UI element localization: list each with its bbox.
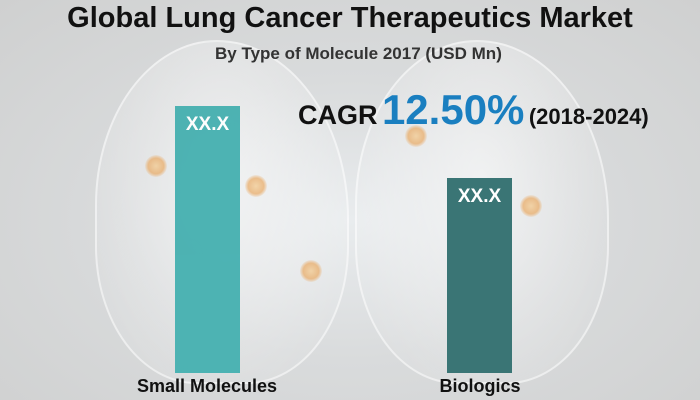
chart-title: Global Lung Cancer Therapeutics Market: [67, 2, 633, 34]
cagr-label: CAGR: [298, 100, 378, 130]
virus-decoration: [245, 175, 267, 197]
virus-decoration: [145, 155, 167, 177]
bar-small-molecules: XX.X: [175, 106, 240, 373]
category-label-small-molecules: Small Molecules: [136, 376, 278, 396]
bar-data-label: XX.X: [457, 186, 502, 208]
bar-biologics: XX.X: [447, 178, 512, 373]
chart-subtitle: By Type of Molecule 2017 (USD Mn): [215, 44, 502, 63]
cagr-period: (2018-2024): [528, 104, 649, 129]
virus-decoration: [300, 260, 322, 282]
bar-data-label: XX.X: [185, 114, 230, 135]
virus-decoration: [520, 195, 542, 217]
cagr-annotation: CAGR 12.50% (2018-2024): [298, 86, 649, 134]
virus-decoration: [405, 125, 427, 147]
cagr-value: 12.50%: [381, 86, 525, 133]
category-label-biologics: Biologics: [439, 376, 521, 396]
